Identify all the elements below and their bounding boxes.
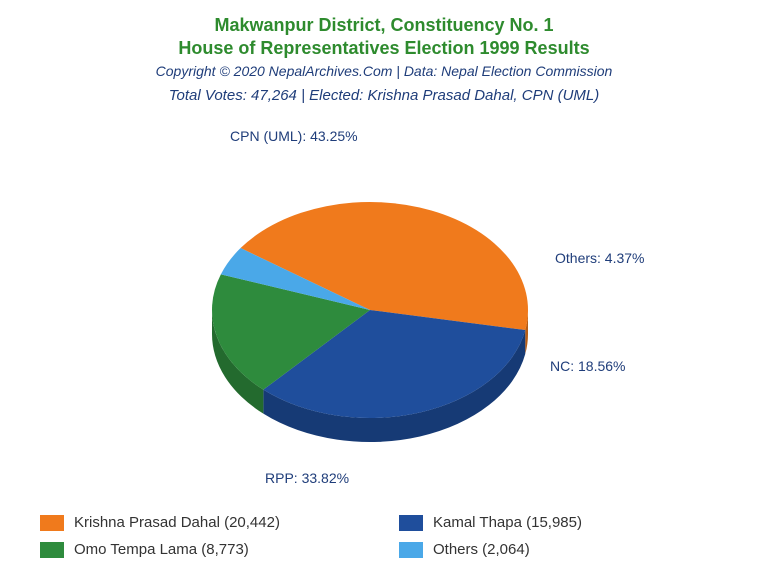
- legend-swatch-2: [40, 542, 64, 558]
- legend-swatch-3: [399, 542, 423, 558]
- legend-label-2: Omo Tempa Lama (8,773): [74, 541, 249, 558]
- legend-swatch-0: [40, 515, 64, 531]
- title-line-2: House of Representatives Election 1999 R…: [0, 37, 768, 60]
- legend-label-0: Krishna Prasad Dahal (20,442): [74, 514, 280, 531]
- legend: Krishna Prasad Dahal (20,442) Kamal Thapa…: [40, 514, 728, 558]
- pie-chart-svg: [0, 120, 768, 500]
- slice-label-nc: NC: 18.56%: [550, 358, 625, 374]
- pie-chart-area: CPN (UML): 43.25% RPP: 33.82% NC: 18.56% Ot…: [0, 120, 768, 496]
- legend-swatch-1: [399, 515, 423, 531]
- slice-label-rpp: RPP: 33.82%: [265, 470, 349, 486]
- legend-item-2: Omo Tempa Lama (8,773): [40, 541, 369, 558]
- legend-item-3: Others (2,064): [399, 541, 728, 558]
- legend-label-1: Kamal Thapa (15,985): [433, 514, 582, 531]
- slice-label-others: Others: 4.37%: [555, 250, 645, 266]
- slice-label-cpn_uml: CPN (UML): 43.25%: [230, 128, 358, 144]
- copyright-subtitle: Copyright © 2020 NepalArchives.Com | Dat…: [0, 63, 768, 79]
- summary-line: Total Votes: 47,264 | Elected: Krishna P…: [0, 87, 768, 104]
- chart-header: Makwanpur District, Constituency No. 1 H…: [0, 0, 768, 104]
- legend-item-0: Krishna Prasad Dahal (20,442): [40, 514, 369, 531]
- legend-item-1: Kamal Thapa (15,985): [399, 514, 728, 531]
- title-line-1: Makwanpur District, Constituency No. 1: [0, 14, 768, 37]
- legend-label-3: Others (2,064): [433, 541, 530, 558]
